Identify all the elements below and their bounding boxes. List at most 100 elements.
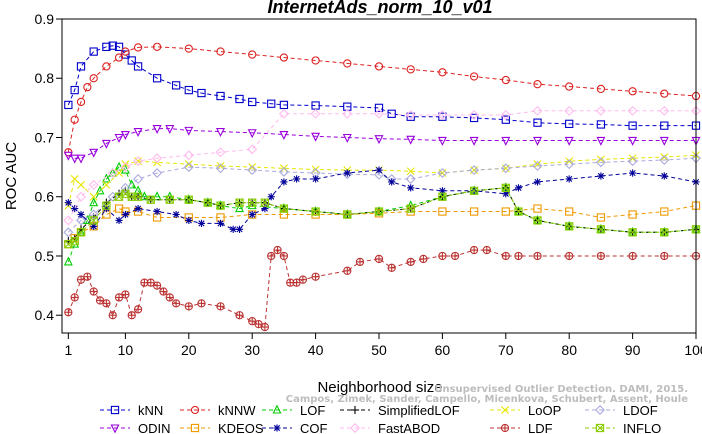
data-point-ldof [183, 162, 194, 173]
legend-label: ODIN [138, 421, 171, 434]
legend-marker-knn [110, 405, 120, 415]
data-point-fastabod [183, 150, 194, 161]
x-axis-label: Neighborhood size [317, 379, 442, 396]
data-point-knnw [311, 56, 320, 65]
data-point-odin [564, 136, 574, 146]
data-point-fastabod [152, 153, 163, 164]
data-point-ldf [533, 251, 542, 261]
data-point-ldf [406, 257, 415, 267]
data-point-knn [127, 56, 136, 65]
x-tick-label: 80 [561, 342, 577, 358]
legend-label: LoOP [528, 403, 561, 418]
data-point-knnw [406, 65, 415, 74]
data-point-cof [121, 210, 129, 219]
data-point-ldof [532, 160, 543, 171]
data-point-odin [469, 136, 479, 146]
data-point-loop [77, 180, 86, 189]
data-point-odin [101, 139, 111, 149]
data-point-cof [71, 204, 79, 213]
data-point-fastabod [405, 109, 416, 120]
data-point-loop [184, 160, 193, 169]
legend-item-odin: ODIN [100, 421, 171, 434]
data-point-kdeos [469, 207, 479, 216]
series-ldof [63, 153, 701, 238]
data-point-ldf [216, 302, 225, 311]
data-point-ldof [500, 163, 511, 174]
data-point-loop [248, 163, 257, 172]
data-point-fastabod [595, 105, 606, 116]
data-point-inflo [628, 228, 637, 237]
data-point-ldof [595, 157, 606, 168]
legend-label: kNN [138, 403, 163, 418]
data-point-cof [153, 207, 161, 216]
data-point-knn [279, 100, 289, 110]
data-point-ldf [387, 263, 396, 272]
data-point-lof [82, 215, 92, 224]
data-point-ldf [159, 287, 168, 296]
legend-marker-lof [272, 404, 282, 414]
data-point-inflo [514, 207, 523, 216]
data-point-knn [216, 91, 225, 101]
data-point-kdeos [596, 213, 606, 222]
data-point-ldf [70, 293, 79, 302]
legend-item-simplifiedlof: SimplifiedLOF [340, 403, 460, 418]
data-point-odin [596, 136, 606, 146]
data-point-fastabod [63, 215, 74, 226]
data-point-knnw [438, 68, 447, 77]
data-point-knnw [83, 82, 92, 92]
data-point-inflo [596, 225, 606, 234]
data-point-knnw [501, 75, 510, 85]
data-point-knn [565, 119, 574, 129]
data-point-odin [184, 126, 194, 136]
data-point-ldof [659, 155, 670, 165]
data-point-ldf [89, 287, 98, 296]
data-point-inflo [165, 195, 174, 204]
x-tick-label: 50 [371, 342, 387, 358]
data-point-loop [660, 153, 669, 162]
data-point-cof [660, 172, 668, 180]
data-point-cof [229, 225, 237, 233]
data-point-inflo [533, 216, 542, 225]
data-point-cof [292, 175, 301, 183]
data-point-ldf [127, 311, 136, 320]
data-point-knn [248, 97, 257, 107]
data-point-knn [438, 112, 447, 121]
data-point-loop [406, 167, 415, 176]
data-point-inflo [469, 186, 479, 195]
data-point-fastabod [437, 109, 448, 120]
data-point-ldf [279, 251, 289, 261]
data-point-knn [374, 103, 384, 113]
x-tick-label: 70 [498, 342, 514, 358]
data-point-ldf [501, 251, 510, 261]
data-point-knn [70, 85, 79, 95]
data-point-ldf [235, 311, 244, 320]
legend-item-inflo: INFLO [585, 421, 661, 434]
data-point-odin [533, 136, 542, 146]
data-point-kdeos [438, 207, 447, 216]
data-point-ldof [437, 168, 448, 179]
data-point-ldof [278, 166, 289, 177]
data-point-loop [102, 180, 111, 189]
series-line-fastabod [67, 110, 696, 221]
legend-marker-odin [110, 424, 120, 434]
data-point-odin [501, 136, 511, 146]
data-point-odin [437, 136, 447, 146]
legend-marker-inflo [595, 423, 605, 433]
chart-title: InternetAds_norm_10_v01 [267, 0, 492, 17]
data-point-odin [76, 154, 86, 164]
legend-marker-simplifiedlof [350, 405, 360, 415]
data-point-knnw [133, 43, 143, 52]
data-point-knnw [121, 47, 130, 56]
data-point-fastabod [278, 108, 289, 119]
data-point-kdeos [565, 207, 574, 216]
data-point-odin [247, 129, 257, 139]
data-point-inflo [565, 222, 574, 231]
data-point-knn [152, 74, 162, 83]
x-tick-label: 20 [181, 342, 197, 358]
data-point-ldf [197, 299, 206, 308]
x-tick-label: 100 [684, 342, 702, 358]
data-point-cof [197, 219, 206, 227]
data-point-odin [406, 135, 416, 145]
data-point-fastabod [374, 108, 384, 119]
data-point-cof [280, 178, 288, 186]
